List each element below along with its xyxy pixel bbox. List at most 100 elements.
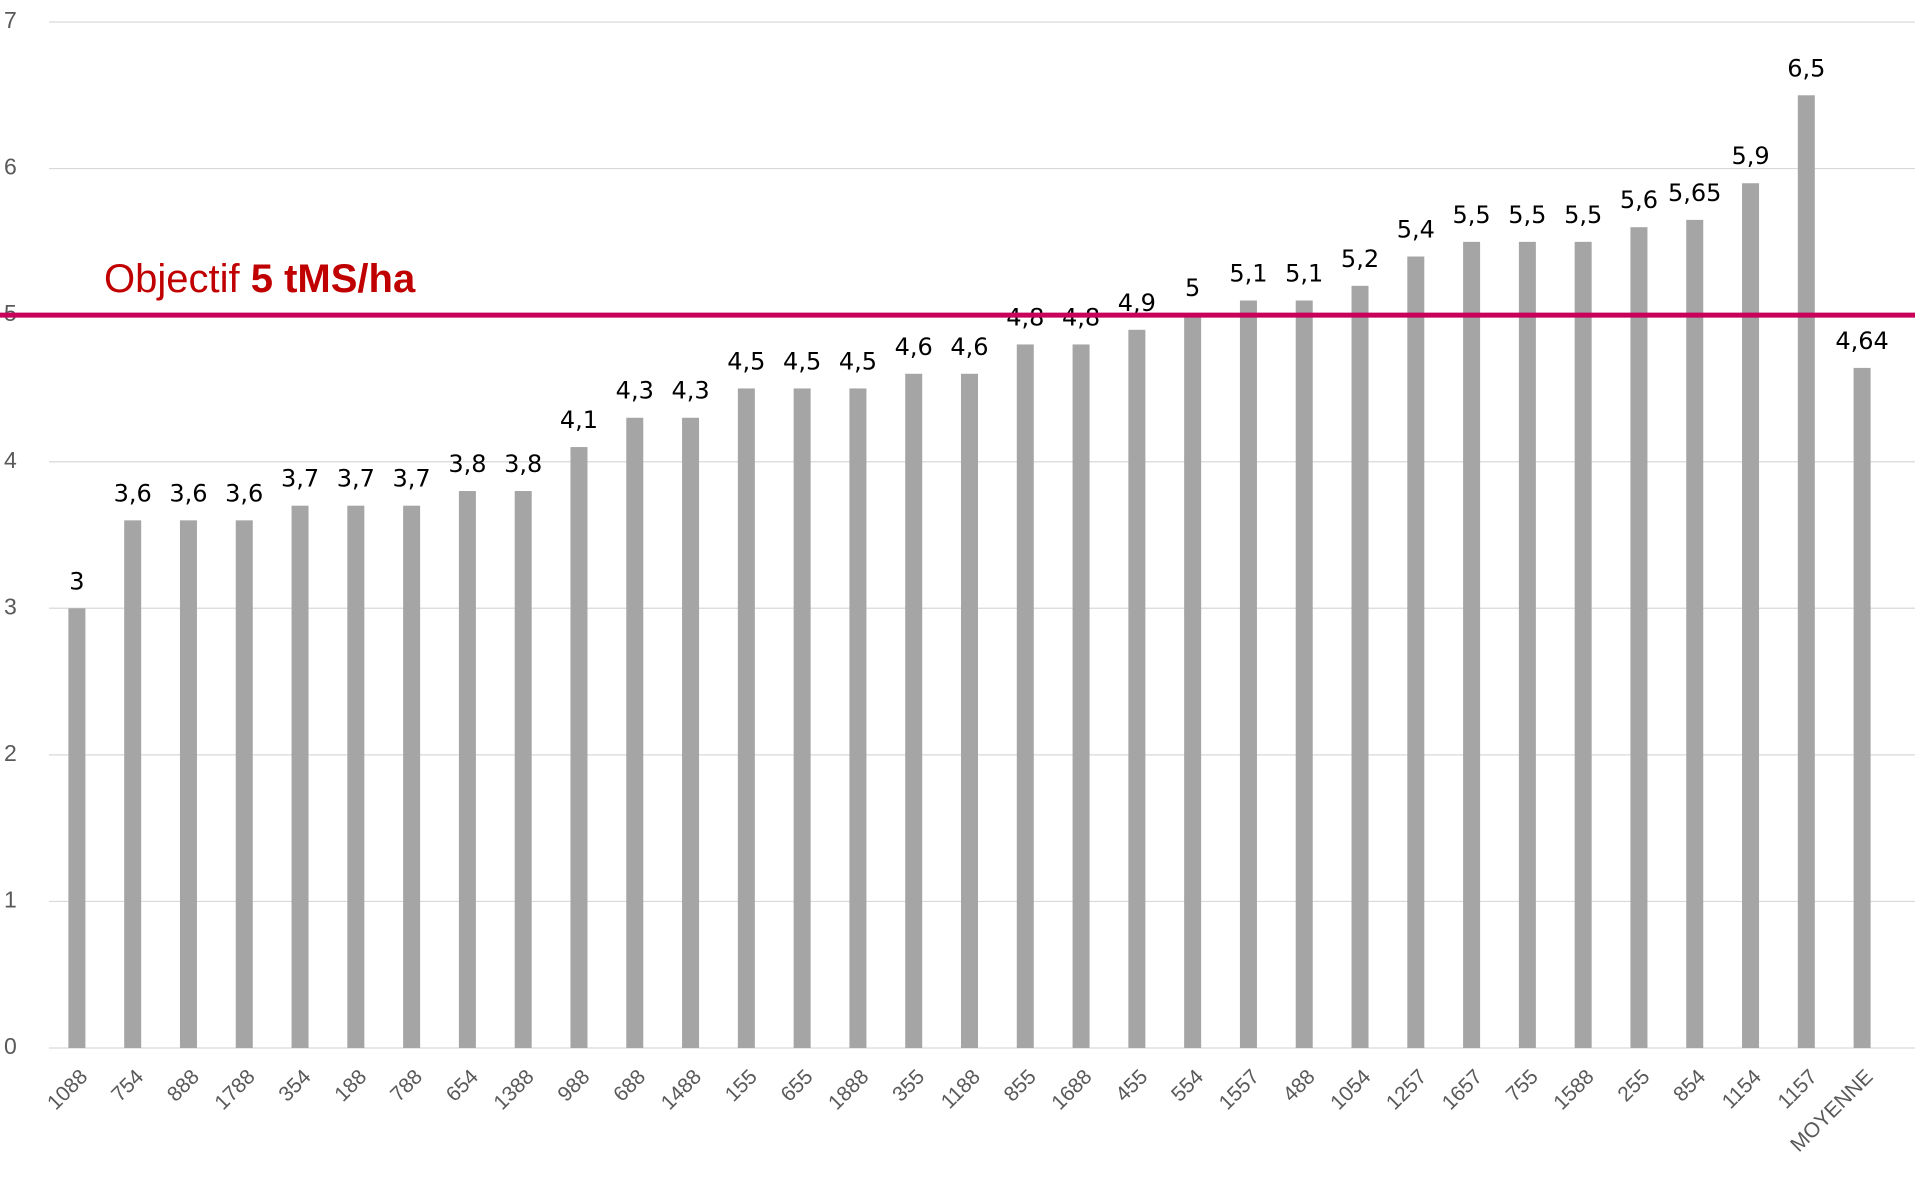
value-label: 3,8 — [448, 450, 486, 478]
y-tick-label: 3 — [4, 593, 17, 619]
value-label: 3,6 — [169, 479, 207, 507]
value-label: 4,5 — [727, 347, 765, 375]
x-tick-label: 1388 — [489, 1065, 538, 1114]
bar — [570, 447, 588, 1048]
x-tick-label: 988 — [553, 1065, 594, 1106]
x-tick-label: 1657 — [1438, 1065, 1487, 1114]
bar — [1742, 183, 1760, 1048]
bar — [179, 520, 197, 1048]
x-tick-label: 455 — [1111, 1065, 1152, 1106]
target-label-bold: 5 tMS/ha — [251, 257, 416, 301]
value-label: 5,5 — [1508, 201, 1546, 229]
x-tick-label: 754 — [107, 1065, 148, 1106]
bar — [403, 505, 421, 1049]
value-label: 5,65 — [1668, 179, 1721, 207]
x-tick-label: 1788 — [210, 1065, 259, 1114]
bar — [1295, 300, 1313, 1048]
bar — [347, 505, 365, 1049]
value-label: 5,4 — [1397, 216, 1435, 244]
value-label: 4,3 — [616, 377, 654, 405]
value-label: 4,1 — [560, 406, 598, 434]
bar — [1574, 241, 1592, 1048]
value-label: 4,9 — [1118, 289, 1156, 317]
bar — [1518, 241, 1536, 1048]
bar — [1016, 344, 1034, 1048]
value-label: 3,7 — [393, 465, 431, 493]
x-tick-label: 488 — [1279, 1065, 1320, 1106]
x-tick-label: 355 — [888, 1065, 929, 1106]
bar — [1797, 95, 1815, 1049]
value-label: 4,5 — [783, 347, 821, 375]
bar — [235, 520, 253, 1048]
x-tick-label: 888 — [163, 1065, 204, 1106]
x-tick-label: 788 — [386, 1065, 427, 1106]
bar — [124, 520, 142, 1048]
bar — [1351, 285, 1369, 1048]
value-label: 4,64 — [1835, 327, 1888, 355]
bar — [1686, 219, 1704, 1048]
x-tick-label: 688 — [609, 1065, 650, 1106]
y-tick-label: 4 — [4, 447, 17, 473]
value-label: 5,5 — [1453, 201, 1491, 229]
x-tick-label: 1188 — [937, 1065, 985, 1113]
x-tick-label: 354 — [274, 1065, 315, 1106]
y-tick-label: 0 — [4, 1033, 17, 1059]
x-tick-label: 1054 — [1326, 1065, 1376, 1115]
bar — [458, 491, 476, 1048]
bar — [1853, 367, 1871, 1048]
value-label: 5,5 — [1564, 201, 1602, 229]
x-tick-label: 1257 — [1382, 1065, 1431, 1114]
x-tick-label: 1557 — [1215, 1065, 1264, 1114]
value-label: 3,7 — [337, 465, 375, 493]
value-label: 5,9 — [1731, 142, 1769, 170]
y-tick-label: 6 — [4, 154, 17, 180]
bar — [961, 373, 978, 1048]
value-label: 3,6 — [225, 479, 263, 507]
x-tick-label: 554 — [1167, 1065, 1208, 1106]
value-label: 5,2 — [1341, 245, 1379, 273]
value-label: 4,6 — [950, 333, 988, 361]
bar — [682, 417, 700, 1048]
x-tick-label: 255 — [1613, 1065, 1654, 1106]
value-label: 5 — [1185, 274, 1200, 302]
y-tick-label: 2 — [4, 740, 17, 766]
value-label: 5,1 — [1229, 259, 1267, 287]
value-label: 5,6 — [1620, 186, 1658, 214]
y-tick-label: 7 — [4, 7, 17, 33]
bar — [793, 388, 811, 1048]
x-tick-label: 1088 — [43, 1065, 92, 1114]
bar — [626, 417, 644, 1048]
bar — [1630, 227, 1648, 1048]
bar — [1239, 300, 1257, 1048]
bar — [1407, 256, 1425, 1048]
bar — [849, 388, 867, 1048]
value-label: 3 — [69, 567, 84, 595]
bar — [1072, 344, 1090, 1048]
x-tick-label: 1888 — [824, 1065, 873, 1114]
bar — [1463, 241, 1481, 1048]
x-tick-label: 1488 — [657, 1065, 706, 1114]
bar — [291, 505, 309, 1049]
value-label: 6,5 — [1787, 54, 1825, 82]
x-tick-label: 155 — [721, 1065, 762, 1106]
x-tick-label: 188 — [330, 1065, 371, 1106]
x-tick-label: 755 — [1502, 1065, 1543, 1106]
bar — [1128, 329, 1146, 1048]
value-label: 3,8 — [504, 450, 542, 478]
bar — [1184, 315, 1202, 1049]
value-label: 3,6 — [114, 479, 152, 507]
bar — [68, 608, 86, 1048]
value-label: 5,1 — [1285, 259, 1323, 287]
value-label: 4,5 — [839, 347, 877, 375]
x-tick-label: 1154 — [1718, 1065, 1766, 1113]
y-tick-label: 1 — [4, 887, 17, 913]
bar — [905, 373, 923, 1048]
bar — [737, 388, 755, 1048]
x-tick-label: 855 — [1000, 1065, 1041, 1106]
x-tick-label: 655 — [777, 1065, 818, 1106]
value-label: 3,7 — [281, 465, 319, 493]
target-label-text: Objectif — [104, 257, 240, 301]
x-tick-label: 1157 — [1774, 1065, 1822, 1113]
x-tick-label: 854 — [1669, 1065, 1710, 1106]
